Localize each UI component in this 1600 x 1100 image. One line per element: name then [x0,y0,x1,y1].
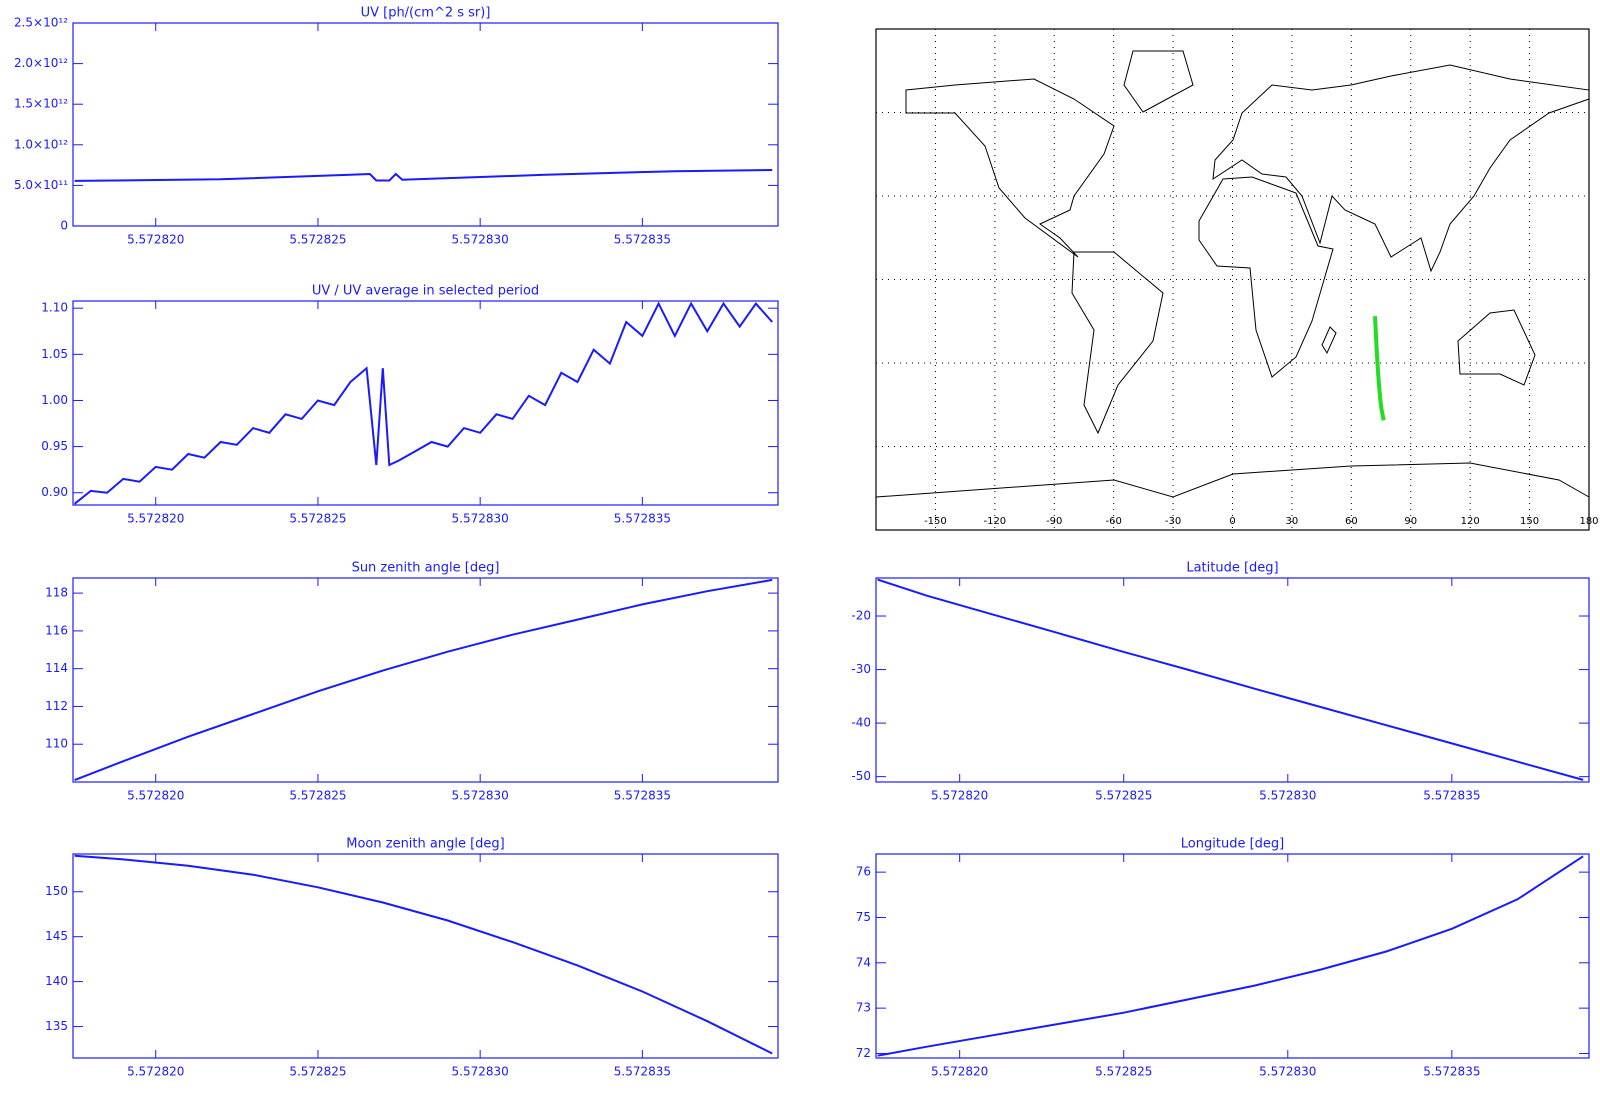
data-line [877,855,1584,1057]
x-tick-label: 5.572830 [452,233,509,247]
x-tick-label: 150 [1520,516,1539,527]
y-tick-label: 112 [45,699,68,713]
plot-frame [875,28,1590,531]
north-america [905,78,1115,258]
plot-frame [72,300,779,506]
chart-title: UV / UV average in selected period [312,284,539,299]
data-line [74,854,773,1055]
y-tick-label: 116 [45,623,68,637]
data-line [73,301,773,505]
x-tick-label: 5.572825 [289,512,346,526]
x-tick-label: -150 [924,516,947,527]
x-tick-label: 5.572830 [1259,1065,1316,1079]
y-tick-label: 118 [45,586,68,600]
plot-frame [875,577,1590,783]
x-tick-label: 5.572825 [289,233,346,247]
x-tick-label: 5.572835 [614,233,671,247]
y-tick-label: 72 [856,1046,871,1060]
y-tick-label: -40 [851,716,871,730]
plot-frame [72,853,779,1059]
plot-frame [72,22,779,227]
y-tick-label: 75 [856,910,871,924]
x-tick-label: -120 [983,516,1006,527]
chart-title: Moon zenith angle [deg] [346,837,504,852]
plot-frame [72,577,779,783]
chart-title: UV [ph/(cm^2 s sr)] [361,6,491,21]
y-tick-label: 76 [856,865,871,879]
x-tick-label: 60 [1345,516,1358,527]
australia [1457,309,1536,386]
data-line [1373,316,1386,421]
y-tick-label: 114 [45,661,68,675]
y-tick-label: 0.95 [41,439,68,453]
x-tick-label: 5.572820 [931,1065,988,1079]
x-tick-label: 5.572825 [289,1065,346,1079]
x-tick-label: 5.572820 [127,789,184,803]
x-tick-label: 5.572820 [127,233,184,247]
x-tick-label: 5.572830 [452,512,509,526]
x-tick-label: 5.572835 [614,1065,671,1079]
chart-title: Latitude [deg] [1186,561,1278,576]
y-tick-label: 110 [45,737,68,751]
x-tick-label: 120 [1461,516,1480,527]
africa [1198,176,1334,378]
x-tick-label: 5.572830 [1259,789,1316,803]
y-tick-label: -50 [851,769,871,783]
y-tick-label: 1.00 [41,393,68,407]
y-tick-label: 1.10 [41,301,68,315]
y-tick-label: 73 [856,1001,871,1015]
x-tick-label: -60 [1105,516,1121,527]
x-tick-label: 5.572835 [614,512,671,526]
eurasia [1212,64,1590,273]
x-tick-label: 90 [1404,516,1417,527]
x-tick-label: 5.572830 [452,789,509,803]
greenland [1123,50,1194,113]
x-tick-label: 0 [1229,516,1235,527]
x-tick-label: 5.572825 [1095,1065,1152,1079]
y-tick-label: 0 [60,219,68,233]
y-tick-label: 74 [856,955,871,969]
data-line [877,578,1584,781]
south-america [1071,251,1164,435]
x-tick-label: -90 [1046,516,1062,527]
x-tick-label: 5.572835 [614,789,671,803]
y-tick-label: 1.05 [41,347,68,361]
y-tick-label: 1.0×10¹² [14,137,68,151]
y-tick-label: 0.90 [41,485,68,499]
coastlines [875,50,1590,498]
antarctica [875,462,1590,498]
x-tick-label: 5.572835 [1423,789,1480,803]
x-tick-label: 5.572820 [931,789,988,803]
y-tick-label: 135 [45,1019,68,1033]
x-tick-label: 5.572830 [452,1065,509,1079]
y-tick-label: -20 [851,609,871,623]
y-tick-label: 5.0×10¹¹ [14,178,68,192]
y-tick-label: -30 [851,662,871,676]
x-tick-label: -30 [1165,516,1181,527]
x-tick-label: 5.572825 [289,789,346,803]
data-line [74,169,773,182]
x-tick-label: 5.572825 [1095,789,1152,803]
y-tick-label: 2.0×10¹² [14,56,68,70]
plot-frame [875,853,1590,1059]
data-line [74,578,773,782]
madagascar [1321,326,1337,355]
y-tick-label: 2.5×10¹² [14,16,68,30]
chart-title: Longitude [deg] [1181,837,1284,852]
y-tick-label: 145 [45,929,68,943]
y-tick-label: 150 [45,884,68,898]
y-tick-label: 1.5×10¹² [14,97,68,111]
x-tick-label: 5.572835 [1423,1065,1480,1079]
x-tick-label: 30 [1286,516,1299,527]
x-tick-label: 5.572820 [127,1065,184,1079]
y-tick-label: 140 [45,974,68,988]
chart-title: Sun zenith angle [deg] [352,561,500,576]
x-tick-label: 5.572820 [127,512,184,526]
